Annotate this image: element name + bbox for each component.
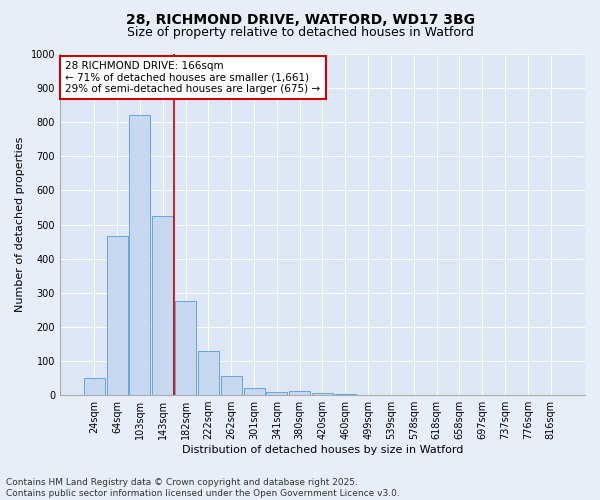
Text: Contains HM Land Registry data © Crown copyright and database right 2025.
Contai: Contains HM Land Registry data © Crown c… <box>6 478 400 498</box>
Bar <box>175 302 196 395</box>
Bar <box>289 391 310 395</box>
Bar <box>107 236 128 395</box>
Bar <box>244 388 265 395</box>
Bar <box>221 376 242 395</box>
Bar <box>335 394 356 395</box>
Bar <box>198 350 219 395</box>
Bar <box>312 392 333 395</box>
Bar <box>152 216 173 395</box>
Bar <box>84 378 105 395</box>
Y-axis label: Number of detached properties: Number of detached properties <box>15 137 25 312</box>
X-axis label: Distribution of detached houses by size in Watford: Distribution of detached houses by size … <box>182 445 463 455</box>
Bar <box>130 116 151 395</box>
Text: 28, RICHMOND DRIVE, WATFORD, WD17 3BG: 28, RICHMOND DRIVE, WATFORD, WD17 3BG <box>125 12 475 26</box>
Text: Size of property relative to detached houses in Watford: Size of property relative to detached ho… <box>127 26 473 39</box>
Bar <box>266 392 287 395</box>
Text: 28 RICHMOND DRIVE: 166sqm
← 71% of detached houses are smaller (1,661)
29% of se: 28 RICHMOND DRIVE: 166sqm ← 71% of detac… <box>65 61 320 94</box>
